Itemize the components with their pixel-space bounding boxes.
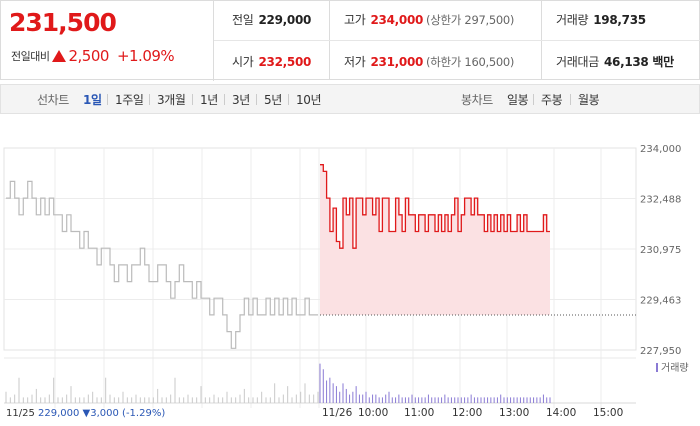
divider [533, 94, 534, 105]
high-value: 234,000 [370, 13, 424, 27]
volume-label: 거래량 [556, 13, 589, 27]
divider [224, 94, 225, 105]
y-tick-label: 229,463 [640, 296, 681, 307]
tab-1day[interactable]: 1일 [83, 93, 102, 107]
turnover-value: 46,138 백만 [603, 55, 674, 69]
price-box: 231,500 전일대비 2,500 +1.09% [1, 1, 214, 81]
change-percent: +1.09% [116, 47, 175, 65]
volume: 거래량 198,735 [556, 11, 646, 28]
today-price-area [320, 164, 550, 315]
prev-day-summary-part: (-1.29%) [119, 408, 165, 419]
divider [149, 94, 150, 105]
divider [192, 94, 193, 105]
current-price: 231,500 [9, 8, 117, 37]
volume-value: 198,735 [593, 13, 646, 27]
tab-weekly-candle[interactable]: 주봉 [541, 93, 563, 107]
open-label: 시가 [232, 55, 254, 69]
high-label: 고가 [344, 13, 366, 27]
volume-legend-swatch [656, 363, 658, 372]
lower-limit: (하한가 160,500) [426, 55, 515, 69]
divider [288, 94, 289, 105]
tab-3months[interactable]: 3개월 [157, 93, 186, 107]
prev-day-summary-part: 229,000 [35, 408, 80, 419]
x-tick-label: 13:00 [499, 407, 529, 419]
prev-close: 전일 229,000 [232, 11, 311, 28]
x-tick-label: 11/26 [322, 407, 353, 419]
tab-10years[interactable]: 10년 [296, 93, 322, 107]
low-price: 저가 231,000 (하한가 160,500) [344, 53, 514, 70]
tab-1week[interactable]: 1주일 [115, 93, 144, 107]
prev-close-label: 전일 [232, 13, 254, 27]
x-tick-label: 14:00 [546, 407, 576, 419]
tab-1year[interactable]: 1년 [200, 93, 218, 107]
low-value: 231,000 [370, 55, 424, 69]
volume-legend-label: 거래량 [661, 362, 689, 374]
prev-day-summary: 11/25 229,000 ▼3,000 (-1.29%) [6, 408, 165, 419]
tab-3years[interactable]: 3년 [232, 93, 250, 107]
high-price: 고가 234,000 (상한가 297,500) [344, 11, 514, 28]
price-change: 전일대비 2,500 +1.09% [11, 47, 175, 65]
x-tick-label: 15:00 [593, 407, 623, 419]
up-triangle-icon [52, 50, 67, 62]
y-tick-label: 234,000 [640, 144, 681, 155]
prev-close-value: 229,000 [258, 13, 312, 27]
quote-header: 231,500 전일대비 2,500 +1.09% 전일 229,000 고가 23… [0, 0, 700, 81]
prev-day-summary-part: 11/25 [6, 408, 35, 419]
tab-monthly-candle[interactable]: 월봉 [578, 93, 600, 107]
upper-limit: (상한가 297,500) [426, 13, 515, 27]
low-label: 저가 [344, 55, 366, 69]
divider [214, 40, 700, 41]
y-tick-label: 227,950 [640, 346, 681, 357]
line-chart-label: 선차트 [37, 93, 69, 107]
y-tick-label: 230,975 [640, 245, 681, 256]
turnover: 거래대금 46,138 백만 [556, 53, 674, 70]
prev-day-summary-part: ▼3,000 [79, 408, 119, 419]
x-tick-label: 12:00 [452, 407, 482, 419]
intraday-price-chart: 234,000 232,488 230,975 229,463 227,950 거래량 11… [3, 144, 689, 419]
quote-info-grid: 전일 229,000 고가 234,000 (상한가 297,500) 거래량 198,… [214, 1, 700, 79]
open-price: 시가 232,500 [232, 53, 311, 70]
today-price-line [320, 164, 550, 249]
open-value: 232,500 [258, 55, 312, 69]
x-tick-label: 11:00 [404, 407, 434, 419]
chart-tab-bar: 선차트 1일 1주일 3개월 1년 3년 5년 10년 봉차트 일봉 주봉 월봉 [0, 84, 700, 114]
turnover-label: 거래대금 [556, 55, 599, 69]
divider [107, 94, 108, 105]
change-label: 전일대비 [11, 50, 50, 63]
prev-day-price-line [6, 180, 318, 349]
divider [570, 94, 571, 105]
x-tick-label: 10:00 [358, 407, 388, 419]
tab-5years[interactable]: 5년 [264, 93, 282, 107]
y-tick-label: 232,488 [640, 195, 681, 206]
tab-daily-candle[interactable]: 일봉 [507, 93, 529, 107]
candle-chart-label: 봉차트 [461, 93, 493, 107]
change-amount: 2,500 [68, 47, 109, 65]
divider [256, 94, 257, 105]
